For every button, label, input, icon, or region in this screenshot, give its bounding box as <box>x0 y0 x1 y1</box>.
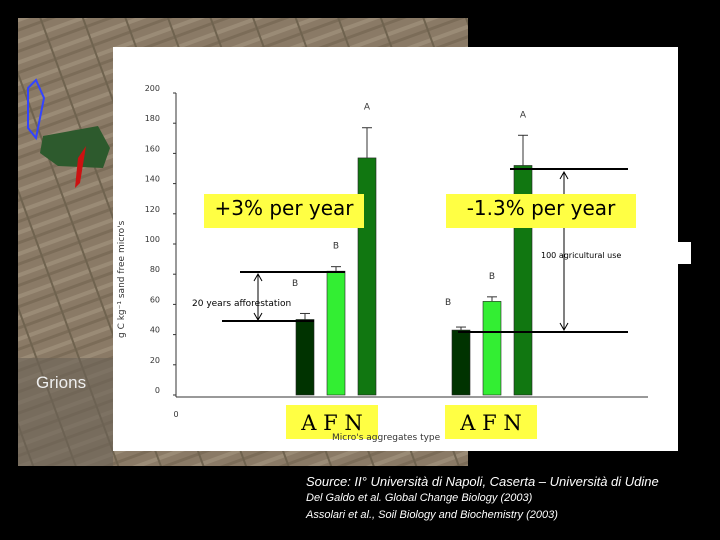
category-labels-1: A F N <box>459 411 521 435</box>
y-tick-label: 20 <box>150 356 160 365</box>
afforestation-arrow-head-up <box>253 272 263 282</box>
callout-text-1: -1.3% per year <box>467 196 616 220</box>
significance-letter: B <box>445 298 451 308</box>
afforestation-label: 20 years afforestation <box>192 299 291 309</box>
agri-arrow-head-down <box>559 322 569 332</box>
y-tick-label: 140 <box>145 175 160 184</box>
y-tick-label: 100 <box>145 235 160 244</box>
afforestation-arrow-head-down <box>253 312 263 322</box>
agricultural-label: 100 agricultural use <box>541 251 621 260</box>
bar-A <box>295 319 315 396</box>
chart-bars: B A B A <box>295 103 533 396</box>
callout-box-1 <box>446 194 636 228</box>
place-label: Grions <box>36 373 86 392</box>
category-box-1 <box>445 405 537 439</box>
x-origin-label: 0 <box>173 410 178 419</box>
category-box-0 <box>286 405 378 439</box>
x-axis-label: Micro's aggregates type <box>332 433 441 443</box>
callout-text-0: +3% per year <box>214 196 354 220</box>
y-tick-label: 40 <box>150 326 160 335</box>
category-labels-0: A F N <box>300 411 362 435</box>
significance-letter: A <box>364 103 371 113</box>
y-tick-label: 0 <box>155 386 160 395</box>
y-tick-label: 80 <box>150 265 160 274</box>
bar-N <box>357 157 377 396</box>
bar-F <box>482 301 502 396</box>
note-box <box>525 242 691 264</box>
source-line: Source: II° Università di Napoli, Casert… <box>306 474 659 489</box>
y-tick-label: 180 <box>145 114 160 123</box>
y-tick-label: 120 <box>145 205 160 214</box>
y-tick-label: 60 <box>150 295 160 304</box>
callout-box-0 <box>204 194 364 228</box>
reference-2: Assolari et al., Soil Biology and Bioche… <box>306 509 558 521</box>
red-marker <box>75 146 86 188</box>
y-tick-label: 160 <box>145 144 160 153</box>
y-tick-label: 200 <box>145 84 160 93</box>
significance-letter: B <box>292 279 298 289</box>
significance-letter: B <box>489 272 495 282</box>
bar-F <box>326 270 346 396</box>
agri-arrow-head-up <box>559 170 569 180</box>
forest-patch <box>40 126 110 168</box>
bar-A <box>451 329 471 396</box>
y-axis-label: g C kg⁻¹ sand free micro's <box>117 220 127 338</box>
significance-letter: B <box>333 242 339 252</box>
boundary-blue-outline <box>27 78 46 141</box>
significance-letter: A <box>520 110 527 120</box>
reference-1: Del Galdo et al. Global Change Biology (… <box>306 492 533 504</box>
